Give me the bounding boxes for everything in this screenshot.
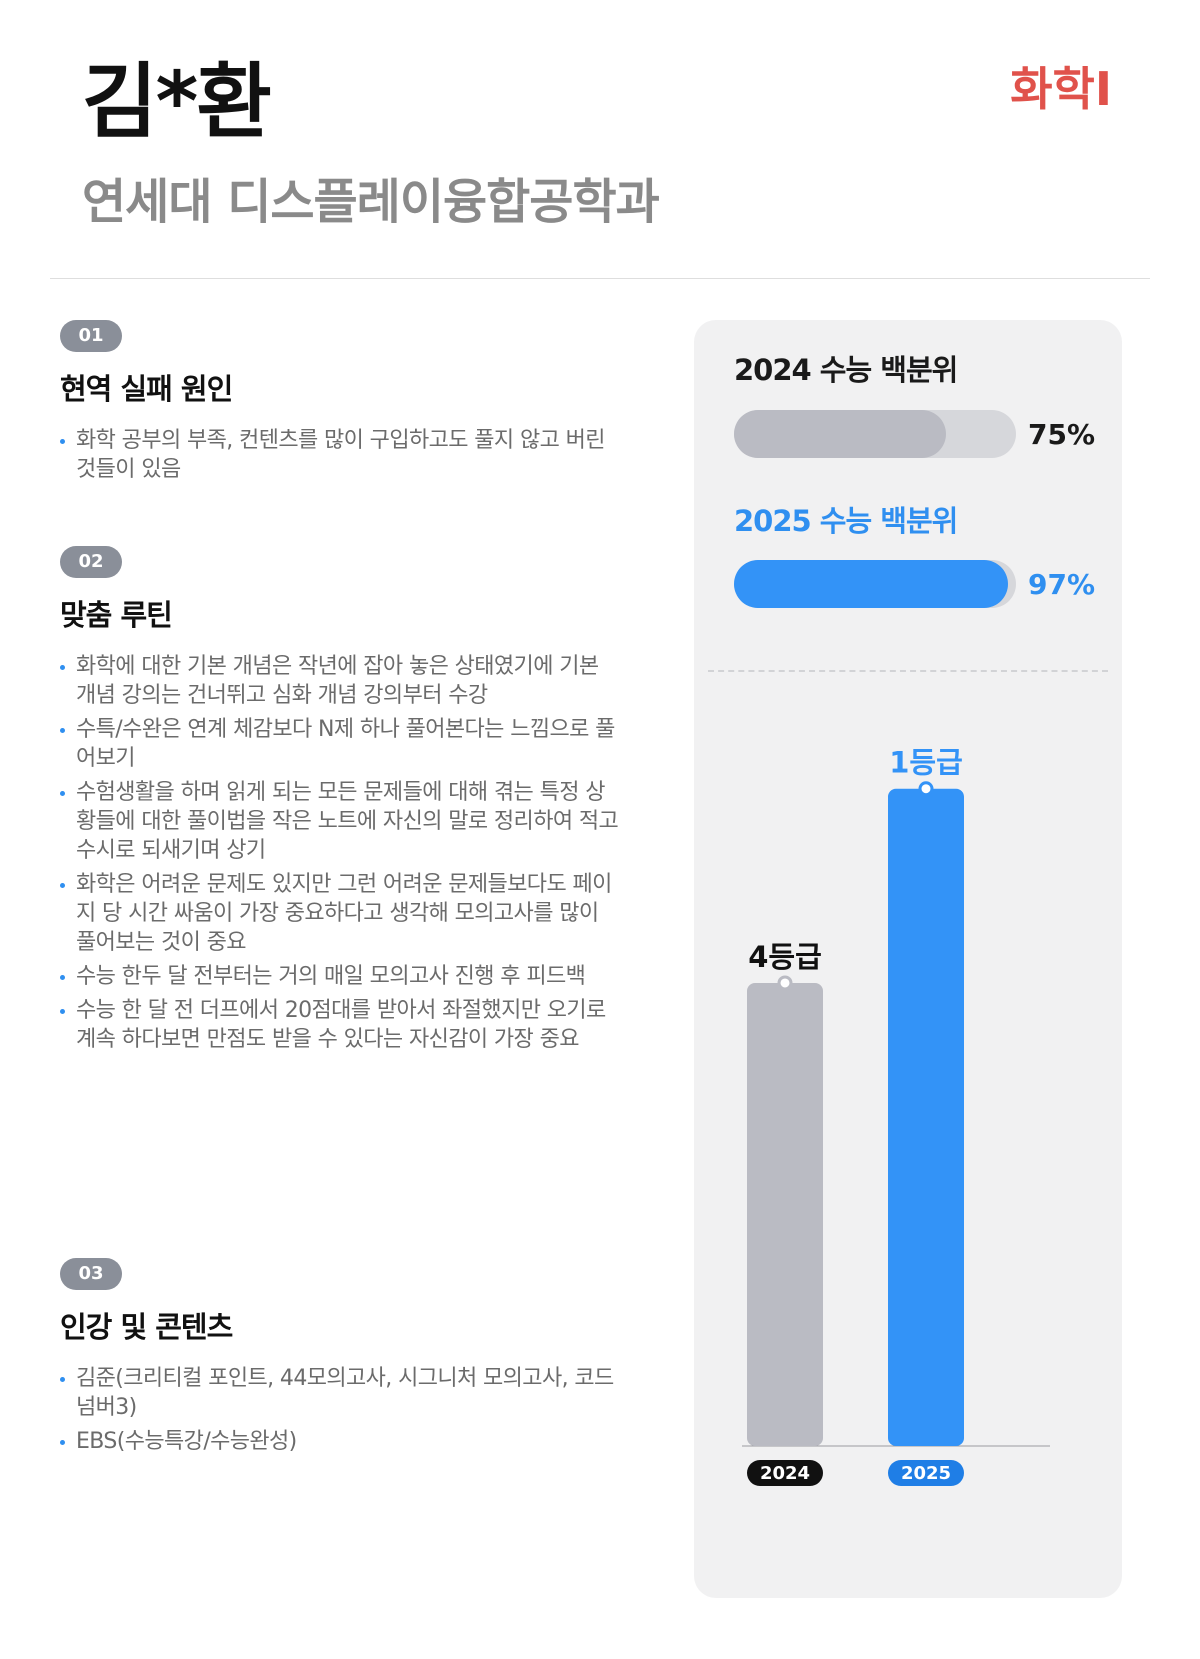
bullet-item: 김준(크리티컬 포인트, 44모의고사, 시그니처 모의고사, 코드넘버3)	[60, 1364, 620, 1422]
section-lectures-contents: 03 인강 및 콘텐츠 김준(크리티컬 포인트, 44모의고사, 시그니처 모의…	[60, 1258, 620, 1461]
section-number-badge: 02	[60, 546, 122, 578]
grade-bar-marker	[777, 975, 793, 991]
bullet-list: 화학에 대한 기본 개념은 작년에 잡아 놓은 상태였기에 기본 개념 강의는 …	[60, 652, 620, 1054]
bullet-item: 수특/수완은 연계 체감보다 N제 하나 풀어본다는 느낌으로 풀어보기	[60, 715, 620, 773]
section-failure-cause: 01 현역 실패 원인 화학 공부의 부족, 컨텐츠를 많이 구입하고도 풀지 …	[60, 320, 620, 489]
grade-bar-marker	[918, 781, 934, 797]
bullet-item: 수험생활을 하며 읽게 되는 모든 문제들에 대해 겪는 특정 상황들에 대한 …	[60, 778, 620, 865]
section-custom-routine: 02 맞춤 루틴 화학에 대한 기본 개념은 작년에 잡아 놓은 상태였기에 기…	[60, 546, 620, 1059]
year-tick-label: 2025	[901, 1463, 951, 1484]
bullet-item: 수능 한두 달 전부터는 거의 매일 모의고사 진행 후 피드백	[60, 962, 620, 991]
bullet-list: 김준(크리티컬 포인트, 44모의고사, 시그니처 모의고사, 코드넘버3) E…	[60, 1364, 620, 1456]
percentile-2025-value: 97%	[1028, 568, 1096, 601]
grade-bar-2024	[747, 982, 823, 1446]
section-title: 맞춤 루틴	[60, 598, 173, 632]
percentile-2025-label: 2025 수능 백분위	[734, 504, 958, 538]
student-name: 김*환	[82, 55, 272, 150]
grade-data-label: 1등급	[889, 746, 963, 780]
comparison-panel: 2024 수능 백분위 75% 2025 수능 백분위 97% 4등급 2024 1…	[694, 320, 1122, 1598]
bullet-item: 화학 공부의 부족, 컨텐츠를 많이 구입하고도 풀지 않고 버린 것들이 있음	[60, 426, 620, 484]
grade-bar-chart: 4등급 2024 1등급 2025	[742, 746, 1050, 1486]
bullet-item: EBS(수능특강/수능완성)	[60, 1427, 620, 1456]
percentile-2025-track	[734, 560, 1016, 608]
section-number-badge: 01	[60, 320, 122, 352]
bullet-item: 수능 한 달 전 더프에서 20점대를 받아서 좌절했지만 오기로 계속 하다보…	[60, 996, 620, 1054]
percentile-2025-fill	[734, 560, 1008, 608]
bullet-item: 화학은 어려운 문제도 있지만 그런 어려운 문제들보다도 페이지 당 시간 싸…	[60, 870, 620, 957]
section-title: 인강 및 콘텐츠	[60, 1310, 233, 1344]
subject-label: 화학I	[1010, 62, 1112, 116]
bullet-list: 화학 공부의 부족, 컨텐츠를 많이 구입하고도 풀지 않고 버린 것들이 있음	[60, 426, 620, 484]
grade-data-label: 4등급	[748, 940, 822, 974]
percentile-2024-label: 2024 수능 백분위	[734, 353, 958, 387]
grade-bar-2025	[888, 788, 964, 1446]
year-tick-label: 2024	[760, 1463, 810, 1484]
section-title: 현역 실패 원인	[60, 372, 233, 406]
header-divider	[50, 278, 1150, 279]
section-number-badge: 03	[60, 1258, 122, 1290]
percentile-2024-value: 75%	[1028, 418, 1096, 451]
dashed-divider	[708, 670, 1108, 672]
year-pill	[888, 1460, 964, 1486]
year-pill	[747, 1460, 823, 1486]
percentile-2024-fill	[734, 410, 946, 458]
percentile-2024-track	[734, 410, 1016, 458]
bullet-item: 화학에 대한 기본 개념은 작년에 잡아 놓은 상태였기에 기본 개념 강의는 …	[60, 652, 620, 710]
school-major: 연세대 디스플레이융합공학과	[82, 174, 660, 230]
